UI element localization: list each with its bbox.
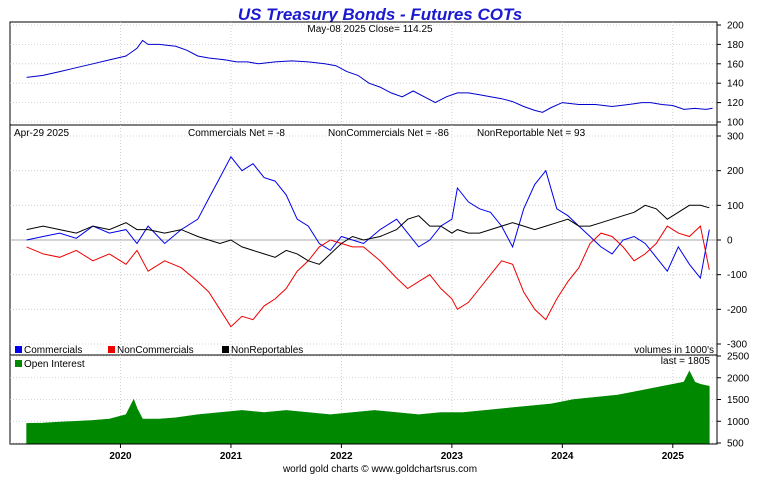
legend-open-interest: Open Interest [24, 359, 85, 370]
legend-noncommercials-swatch [108, 346, 115, 353]
x-tick-label-2021: 2021 [220, 451, 243, 462]
x-axis: 2020 2021 2022 2023 2024 2025 [10, 443, 717, 462]
oi-ytick-label: 1000 [727, 417, 750, 428]
volumes-note: volumes in 1000's [634, 345, 714, 356]
price-panel-frame [9, 21, 718, 126]
price-ytick-label: 140 [727, 79, 744, 90]
legend-nonreportables-swatch [222, 346, 229, 353]
chart-title: US Treasury Bonds - Futures COTs [238, 5, 522, 24]
cot-ytick-label: -200 [727, 305, 747, 316]
price-ytick-label: 200 [727, 21, 744, 32]
commercials-net-label: Commercials Net = -8 [188, 128, 285, 139]
legend-open-interest-swatch [15, 360, 22, 367]
price-ytick-label: 160 [727, 59, 744, 70]
legend-commercials: Commercials [24, 345, 82, 356]
oi-ytick-label: 2500 [727, 352, 750, 363]
price-ytick-label: 100 [727, 118, 744, 129]
commercials-line [26, 155, 710, 280]
cot-date: Apr-29 2025 [14, 128, 69, 139]
cot-panel: -300 -200 -100 0 100 200 300 Apr-29 2025 Comme… [9, 124, 747, 356]
open-interest-last: last = 1805 [661, 356, 711, 367]
noncommercials-line [26, 225, 710, 328]
x-tick-label-2025: 2025 [662, 451, 685, 462]
footer-credit: world gold charts © www.goldchartsrus.co… [282, 464, 477, 475]
cot-ytick-label: 0 [727, 236, 733, 247]
price-panel: May-08 2025 Close= 114.25 100 120 140 160 18… [9, 21, 744, 129]
oi-ytick-label: 1500 [727, 395, 750, 406]
oi-ytick-label: 2000 [727, 373, 750, 384]
legend-noncommercials: NonCommercials [117, 345, 194, 356]
nonreportable-net-label: NonReportable Net = 93 [477, 128, 586, 139]
legend-commercials-swatch [15, 346, 22, 353]
cot-ytick-label: -300 [727, 340, 747, 351]
x-tick-label-2024: 2024 [551, 451, 574, 462]
x-tick-label-2020: 2020 [109, 451, 132, 462]
x-tick-label-2023: 2023 [441, 451, 464, 462]
price-series-line [26, 39, 713, 113]
legend-nonreportables: NonReportables [231, 345, 303, 356]
open-interest-area [26, 370, 710, 445]
cot-ytick-label: 100 [727, 201, 744, 212]
cot-ytick-label: 200 [727, 166, 744, 177]
cot-ytick-label: 300 [727, 132, 744, 143]
nonreportables-line [26, 204, 710, 265]
oi-ytick-label: 500 [727, 439, 744, 450]
cot-ytick-label: -100 [727, 270, 747, 281]
x-tick-label-2022: 2022 [330, 451, 353, 462]
price-header: May-08 2025 Close= 114.25 [307, 24, 433, 35]
price-ytick-label: 180 [727, 40, 744, 51]
price-ytick-label: 120 [727, 98, 744, 109]
noncommercials-net-label: NonCommercials Net = -86 [328, 128, 449, 139]
open-interest-panel: 500 1000 1500 2000 2500 Open Interest last =… [9, 352, 750, 450]
